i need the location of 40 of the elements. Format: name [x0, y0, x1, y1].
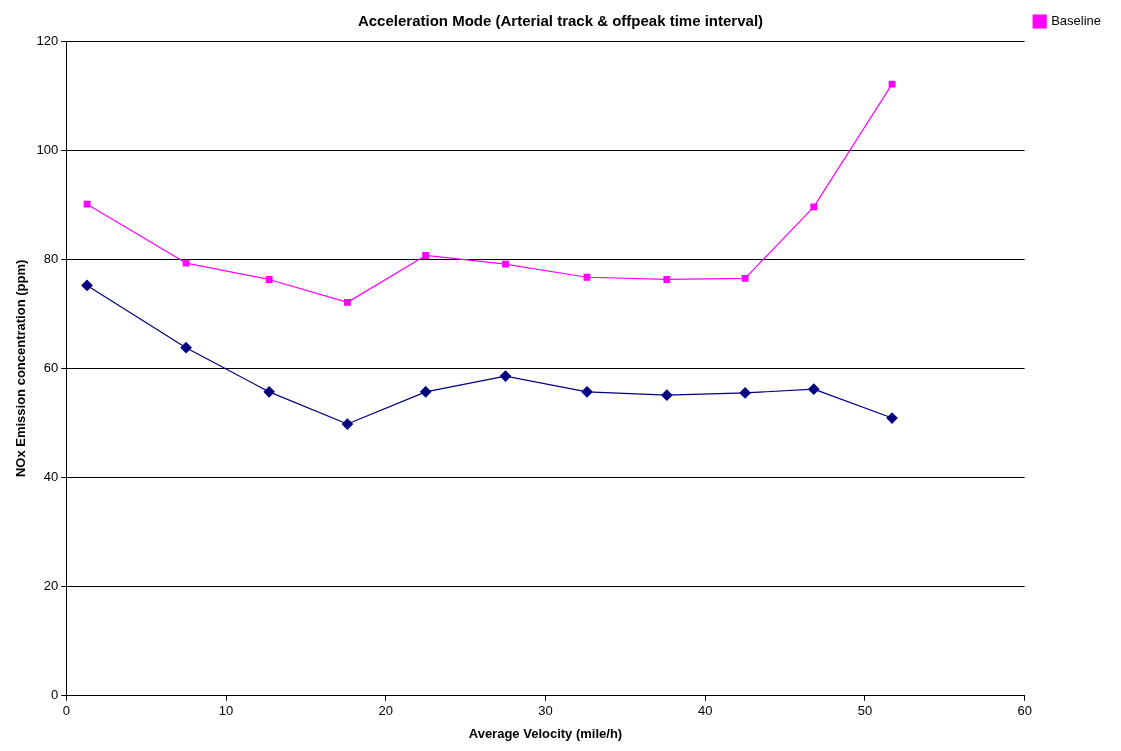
y-tick-label: 40 — [43, 469, 59, 485]
point — [83, 200, 91, 208]
legend-label: Baseline — [1051, 13, 1102, 29]
x-tick-label: 30 — [538, 703, 553, 719]
y-tick-label: 60 — [43, 359, 59, 375]
point — [663, 276, 671, 283]
point — [661, 389, 673, 401]
point — [422, 252, 430, 259]
x-axis-title: Average Velocity (mile/h) — [468, 725, 623, 741]
point — [81, 279, 93, 292]
y-tick-label: 80 — [43, 250, 59, 266]
point — [263, 386, 275, 398]
point — [265, 276, 273, 283]
point — [499, 370, 512, 382]
point — [581, 386, 593, 398]
x-tick-label: 20 — [378, 703, 393, 719]
point — [583, 273, 591, 281]
point — [886, 412, 898, 424]
x-tick-label: 50 — [857, 703, 873, 719]
point — [343, 298, 351, 306]
chart-title: Acceleration Mode (Arterial track & offpeak time interval) — [357, 12, 764, 30]
y-tick-label: 100 — [36, 141, 59, 157]
y-tick-label: 20 — [43, 578, 59, 594]
x-tick-label: 40 — [697, 703, 713, 719]
x-tick-label: 60 — [1017, 703, 1032, 719]
point — [180, 342, 192, 354]
point — [420, 386, 432, 398]
x-tick-label: 10 — [218, 703, 234, 719]
point — [739, 387, 751, 399]
point — [182, 259, 190, 267]
point — [341, 418, 353, 430]
point — [741, 274, 749, 282]
point — [810, 203, 818, 211]
point — [888, 80, 896, 88]
x-tick-label: 0 — [62, 703, 70, 719]
y-axis-title: NOx Emission concentration (ppm) — [13, 259, 29, 478]
y-tick-label: 0 — [51, 687, 59, 703]
point — [502, 260, 509, 268]
point — [808, 383, 820, 395]
y-tick-label: 120 — [36, 32, 59, 48]
